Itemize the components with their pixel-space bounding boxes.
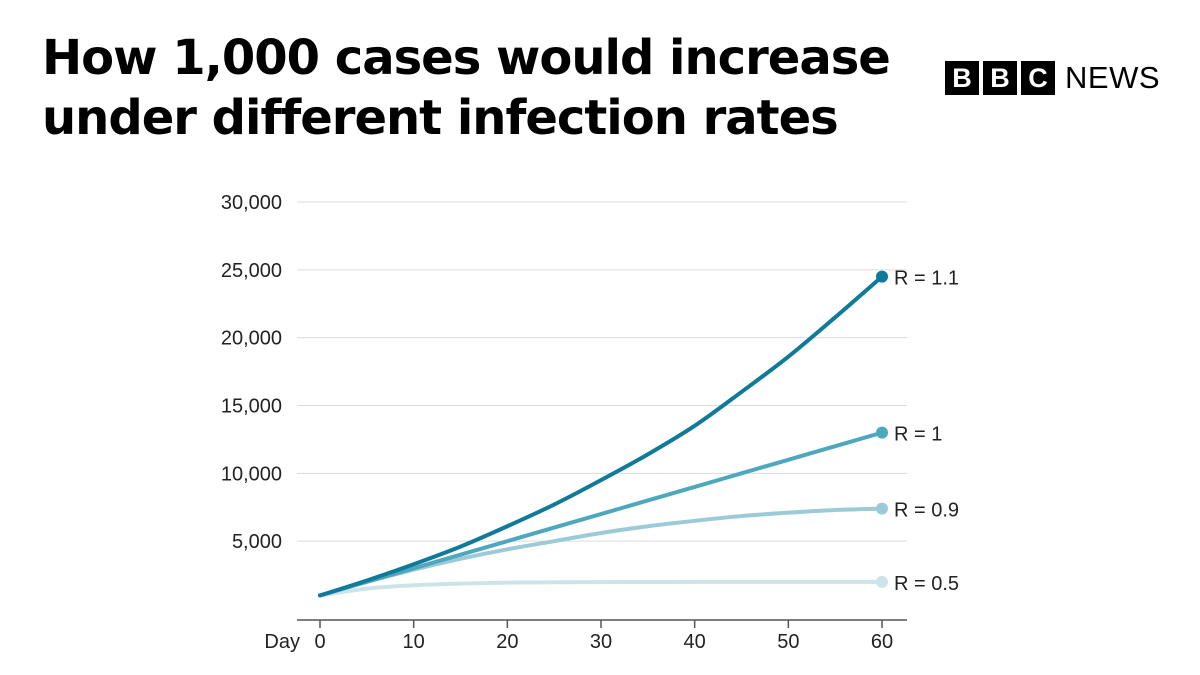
series-line — [318, 274, 884, 598]
axes: 5,000 10,000 15,000 20,000 25,000 30,000 0 10 20… — [221, 192, 907, 653]
x-axis-label: Day — [264, 631, 300, 653]
bbc-logo-letter-b2: B — [983, 61, 1017, 95]
y-tick-label: 15,000 — [221, 396, 282, 418]
x-tick-label: 10 — [403, 631, 425, 653]
series-end-point — [876, 270, 888, 283]
y-tick-label: 10,000 — [221, 463, 282, 485]
series-end-point — [876, 575, 888, 588]
series-label: R = 1 — [894, 424, 942, 446]
series-labels: R = 0.5 R = 0.9 R = 1 R = 1.1 — [894, 268, 959, 595]
x-tick-label: 50 — [777, 631, 799, 653]
bbc-logo-letter-c: C — [1021, 61, 1055, 95]
x-tick-label: 60 — [871, 631, 893, 653]
gridlines — [297, 201, 907, 542]
bbc-logo-letter-b1: B — [945, 61, 979, 95]
series-line — [318, 430, 884, 598]
x-tick-label: 30 — [590, 631, 612, 653]
series-lines — [318, 270, 888, 598]
x-tick-label: 0 — [314, 631, 325, 653]
bbc-news-logo: B B C NEWS — [945, 61, 1160, 95]
y-tick-label: 20,000 — [221, 328, 282, 350]
x-tick-label: 20 — [496, 631, 518, 653]
y-tick-label: 25,000 — [221, 260, 282, 282]
series-end-point — [876, 426, 888, 439]
series-label: R = 0.5 — [894, 573, 959, 595]
page-title: How 1,000 cases would increase under dif… — [42, 30, 891, 146]
series-label: R = 1.1 — [894, 268, 959, 290]
series-label: R = 0.9 — [894, 500, 959, 522]
y-tick-label: 30,000 — [221, 192, 282, 214]
series-end-point — [876, 502, 888, 515]
series-line — [318, 579, 884, 598]
bbc-news-wordmark: NEWS — [1065, 60, 1160, 95]
y-tick-label: 5,000 — [232, 531, 282, 553]
x-tick-label: 40 — [684, 631, 706, 653]
